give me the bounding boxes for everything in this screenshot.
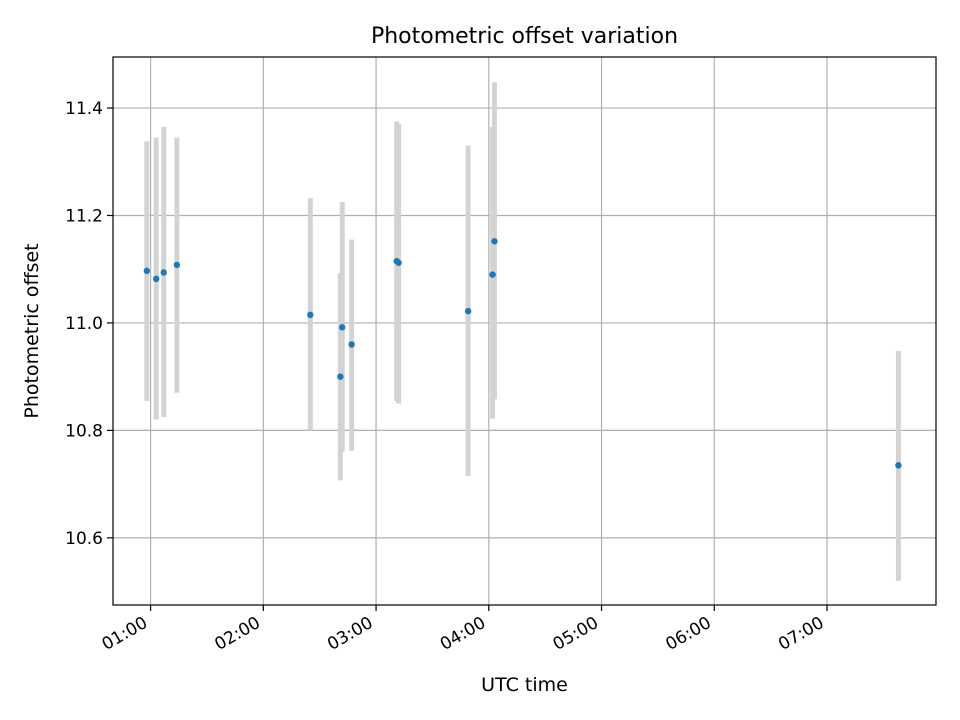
data-point (491, 238, 498, 245)
data-point (348, 341, 355, 348)
data-point (489, 271, 496, 278)
y-tick-label: 11.4 (65, 99, 103, 119)
data-point (307, 311, 314, 319)
y-tick-label: 10.8 (65, 421, 103, 441)
x-axis-label: UTC time (481, 674, 568, 696)
y-axis-label: Photometric offset (21, 243, 43, 418)
data-point (339, 324, 346, 331)
data-point (895, 462, 902, 469)
data-point (464, 307, 472, 315)
data-point (143, 267, 151, 275)
y-tick-label: 11.0 (65, 314, 103, 334)
data-point (173, 261, 181, 269)
data-markers (143, 238, 902, 469)
data-point (153, 275, 160, 283)
data-point (160, 269, 167, 276)
y-tick-label: 11.2 (65, 206, 103, 226)
data-point (337, 373, 344, 380)
chart-title: Photometric offset variation (371, 24, 678, 49)
y-tick-label: 10.6 (65, 529, 103, 549)
plot-frame (112, 56, 937, 606)
grid-lines (113, 57, 936, 605)
data-point (395, 259, 402, 266)
